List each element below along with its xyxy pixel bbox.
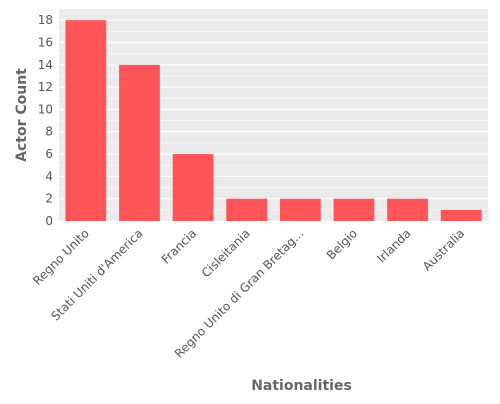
- y-tick-labels: 0 2 4 6 8 10 12 14 16 18: [38, 13, 53, 228]
- y-tick-label: 10: [38, 102, 53, 116]
- x-tick-label: Cisleitania: [199, 226, 253, 280]
- x-tick-label: Francia: [159, 226, 199, 266]
- y-tick-label: 12: [38, 80, 53, 94]
- x-tick-label: Belgio: [324, 226, 360, 262]
- y-tick-label: 2: [45, 192, 53, 206]
- y-tick-label: 18: [38, 13, 53, 27]
- bar: [65, 20, 107, 221]
- x-tick-label: Irlanda: [374, 226, 413, 265]
- y-tick-label: 6: [45, 147, 53, 161]
- bar: [333, 198, 375, 221]
- x-tick-label: Australia: [420, 226, 467, 273]
- y-tick-label: 4: [45, 169, 53, 183]
- bar: [172, 154, 214, 221]
- x-tick-label: Stati Uniti d'America: [48, 226, 145, 323]
- bar: [440, 209, 482, 221]
- y-tick-label: 8: [45, 125, 53, 139]
- bars: [65, 20, 482, 221]
- y-tick-label: 16: [38, 35, 53, 49]
- x-axis-title: Nationalities: [251, 378, 352, 394]
- bar: [387, 198, 428, 221]
- y-tick-label: 14: [38, 58, 53, 72]
- bar: [119, 64, 160, 221]
- bar: [279, 198, 321, 221]
- y-axis-title: Actor Count: [14, 68, 30, 162]
- y-tick-label: 0: [45, 214, 53, 228]
- bar: [226, 198, 268, 221]
